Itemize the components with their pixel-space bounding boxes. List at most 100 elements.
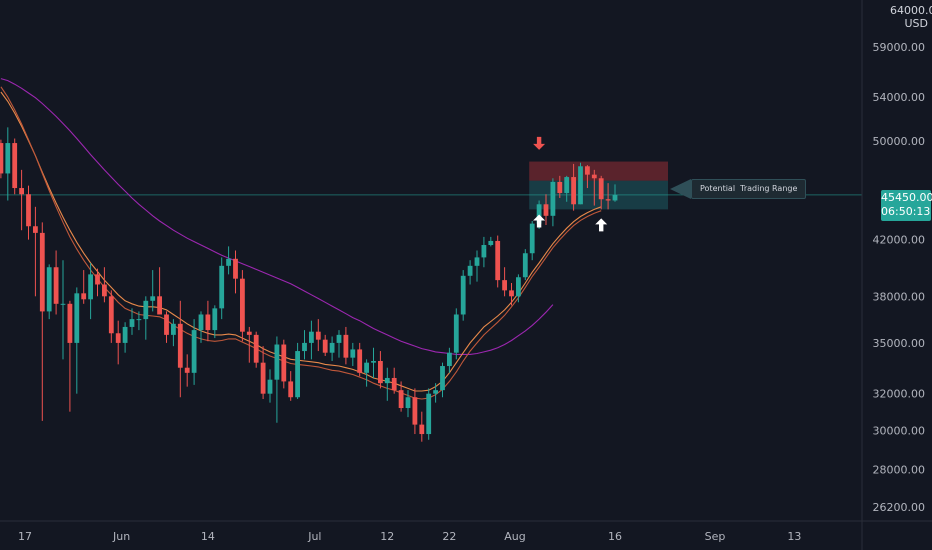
candle-body [0,143,4,174]
candle-body [226,258,231,266]
candle-body [426,393,432,435]
currency-label: USD [904,17,928,30]
candle-body [350,349,356,358]
candle-body [95,274,100,285]
candle-body [233,258,238,279]
candle-body [315,331,321,340]
candle-body [529,223,535,254]
candle-body [81,293,87,300]
price-tick-label: 59000.00 [873,41,926,54]
candle-body [184,367,190,373]
candle-body [516,277,521,297]
candle-body [260,362,266,394]
candle-body [67,303,73,343]
candle-body [74,293,80,343]
support-arrow-up-icon [533,214,546,228]
price-tick-label: 50000.00 [873,135,926,148]
ema-slow-line [0,86,602,400]
candle-countdown: 06:50:13 [881,205,931,218]
candle-body [384,377,390,384]
candle-body [150,296,156,301]
candle-body [371,360,376,363]
date-tick-label: Jul [307,530,321,543]
candle-body [543,204,549,216]
signal-arrows [533,136,608,232]
candle-body [60,303,66,305]
candle-body [102,284,107,297]
moving-averages [0,78,602,400]
candle-body [419,424,425,435]
candle-body [240,278,245,332]
price-tick-label: 26200.00 [873,501,926,514]
candle-body [509,290,514,297]
price-tick-label: 35000.00 [873,337,926,350]
candle-body [212,308,218,331]
candle-body [585,166,590,175]
price-axis-header: 64000.00 USD [890,4,932,30]
candle-body [412,397,418,425]
last-price-tag: 45450.00 06:50:13 [881,190,932,221]
candle-body [205,314,211,331]
candle-body [53,267,59,304]
candle-body [364,362,369,373]
candle-body [122,326,128,343]
candle-body [143,300,149,320]
candle-body [39,232,45,312]
date-tick-label: 17 [18,530,32,543]
candle-body [198,314,204,331]
price-tick-label: 42000.00 [873,234,926,247]
candle-body [322,339,328,353]
candle-body [19,188,24,195]
candle-body [108,296,114,334]
time-axis[interactable]: 17 Jun 14 Jul 12 22 Aug 16 Sep 13 [18,530,801,543]
price-axis[interactable]: 59000.00 54000.00 50000.00 42000.00 38000.00… [873,41,926,514]
date-tick-label: 16 [608,530,622,543]
candle-body [612,194,618,201]
date-tick-label: 22 [442,530,456,543]
candle-body [115,333,121,343]
price-tick-label: 28000.00 [873,463,926,476]
date-tick-label: 13 [787,530,801,543]
price-tick-label: 32000.00 [873,388,926,401]
candle-body [440,366,445,391]
annotation-pointer [670,179,691,199]
candle-body [164,314,169,335]
candle-body [309,331,314,343]
candle-body [488,240,494,246]
candle-body [591,174,597,179]
candle-body [405,397,411,409]
candle-body [564,177,570,193]
candle-body [253,334,259,363]
candle-body [46,267,52,312]
date-tick-label: 12 [380,530,394,543]
candle-body [336,334,342,343]
candle-body [598,178,604,200]
price-tick-label: 38000.00 [873,290,926,303]
candle-body [191,330,197,373]
candle-body [502,280,507,291]
support-arrow-up-icon [595,218,608,232]
trading-range-zones [529,161,668,210]
candle-body [398,390,404,409]
candle-body [343,334,349,358]
candle-body [605,199,611,201]
trading-range-annotation[interactable]: Potential Trading Range [691,179,807,199]
candle-body [5,143,11,174]
date-tick-label: Sep [705,530,726,543]
candle-body [157,296,162,315]
date-tick-label: 14 [201,530,215,543]
candle-body [481,245,487,258]
candle-body [453,314,459,353]
candle-body [26,194,31,227]
candle-body [329,342,335,353]
ema-fast-line [0,91,602,392]
candlesticks [0,127,618,442]
candle-body [281,344,287,382]
candle-body [467,265,473,276]
date-tick-label: Aug [504,530,525,543]
price-tick-label: 30000.00 [873,424,926,437]
candle-body [447,352,452,367]
candle-body [177,323,183,368]
